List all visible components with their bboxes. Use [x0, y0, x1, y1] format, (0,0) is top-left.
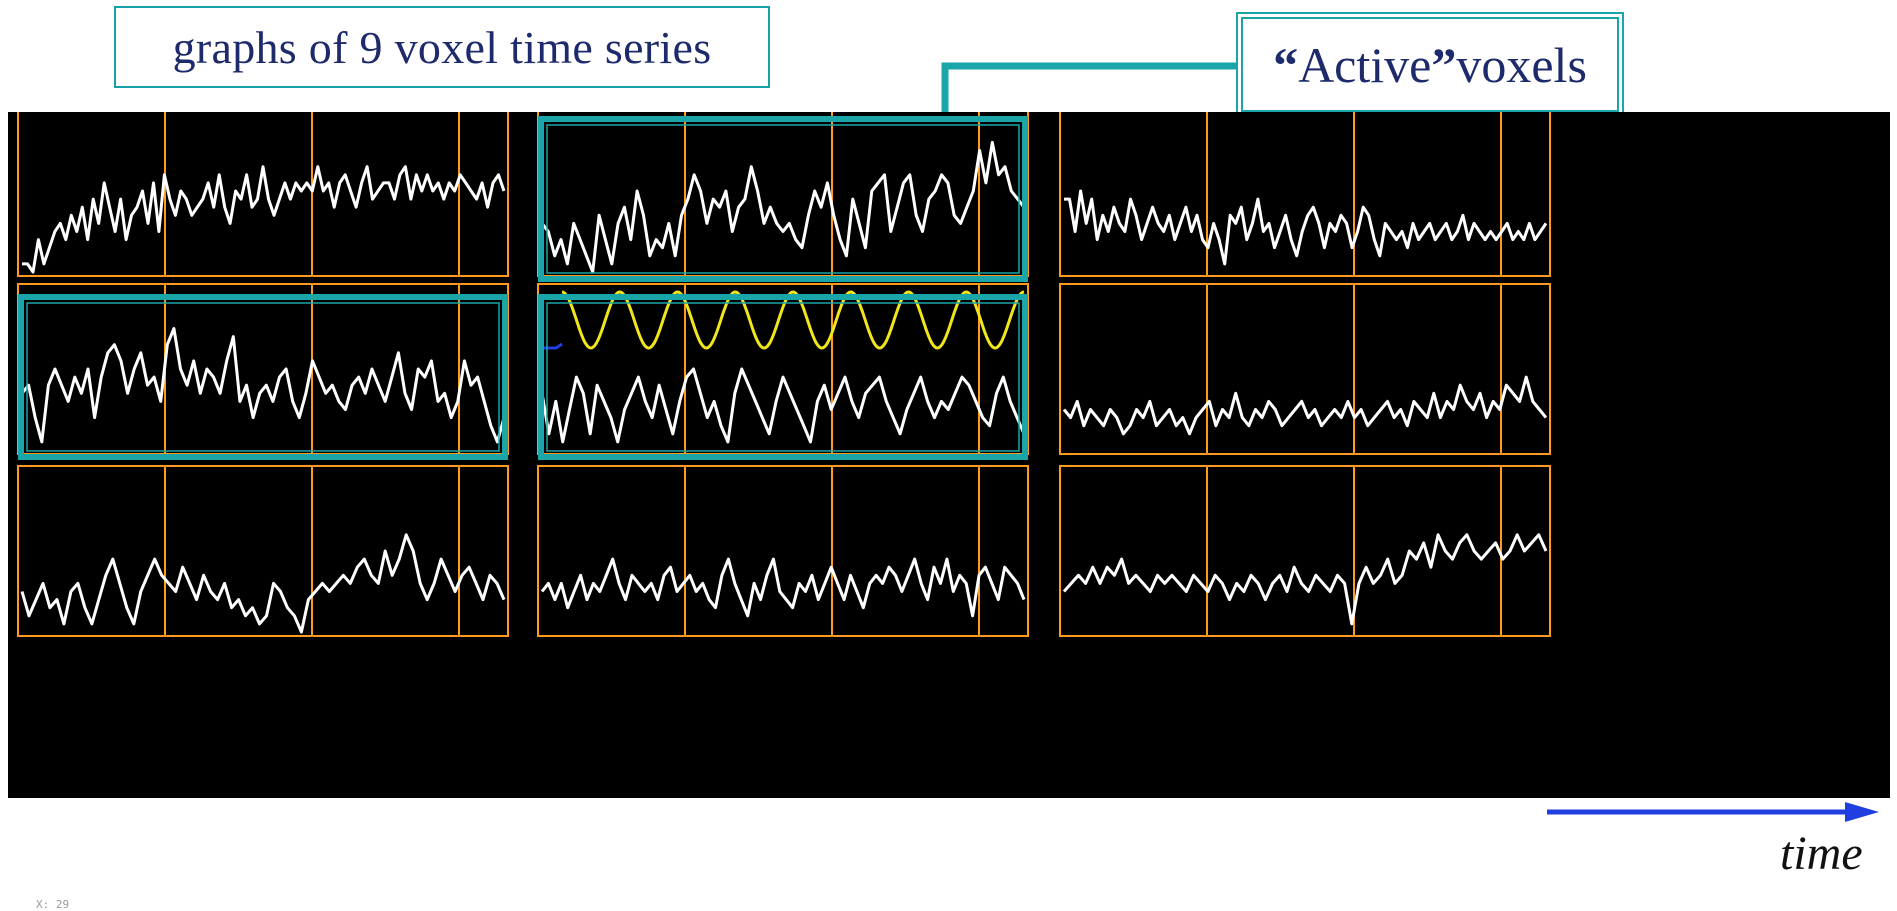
trace-r1c2 — [1062, 375, 1548, 436]
active-highlight-inner-r1c1 — [546, 302, 1020, 452]
trace-r1c0 — [20, 327, 506, 444]
x-readout: X: 29 — [36, 898, 70, 911]
voxels-word: voxels — [1456, 36, 1587, 93]
time-arrow — [1547, 802, 1879, 822]
voxel-frame-r2c2 — [1059, 465, 1551, 637]
active-highlight-inner-r0c1 — [546, 124, 1020, 274]
reference-sinusoid — [561, 290, 1025, 350]
voxel-frame-r2c1 — [537, 465, 1029, 637]
voxel-grid-svg — [17, 112, 1551, 637]
title-box: graphs of 9 voxel time series — [114, 6, 770, 88]
voxel-frame-r1c2 — [1059, 283, 1551, 455]
trace-r0c2 — [1064, 189, 1548, 266]
callout-line — [941, 62, 1236, 114]
active-voxels-label: “Active” voxels — [1236, 12, 1624, 117]
voxel-grid-panel: X: 29 — [8, 112, 1890, 911]
voxel-frame-r1c0 — [17, 283, 509, 455]
close-quote: ” — [1431, 36, 1457, 93]
voxel-frame-r2c0 — [17, 465, 509, 637]
trace-r2c2 — [1062, 533, 1548, 626]
open-quote: “ — [1273, 36, 1299, 93]
active-highlight-inner-r1c0 — [26, 302, 500, 452]
active-highlight-r1c1 — [538, 294, 1028, 460]
trace-r2c1 — [540, 557, 1026, 618]
trace-r2c0 — [20, 533, 506, 634]
trace-r0c1 — [540, 140, 1026, 274]
time-arrow-head — [1845, 802, 1879, 822]
active-highlight-r1c0 — [18, 294, 508, 460]
trace-r1c1 — [540, 367, 1026, 444]
active-highlight-r0c1 — [538, 116, 1028, 282]
time-label: time — [1780, 827, 1863, 880]
trace-r0c0 — [22, 165, 506, 274]
voxel-frame-r0c0 — [17, 112, 509, 277]
voxel-frame-r0c2 — [1059, 112, 1551, 277]
title-text: graphs of 9 voxel time series — [172, 21, 712, 73]
voxel-frame-r0c1 — [537, 112, 1029, 277]
active-word: Active — [1298, 36, 1432, 93]
